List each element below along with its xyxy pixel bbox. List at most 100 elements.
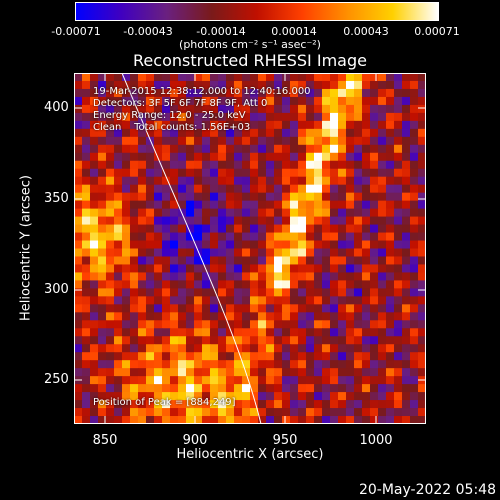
heatmap-cell [370,192,379,202]
heatmap-cell [98,232,107,242]
heatmap-cell [162,416,171,424]
heatmap-cell [282,120,291,130]
heatmap-cell [282,112,291,122]
heatmap-cell [234,168,243,178]
heatmap-cell [410,112,419,122]
heatmap-cell [410,192,419,202]
heatmap-cell [402,312,411,321]
heatmap-cell [386,288,395,297]
heatmap-cell [178,352,187,361]
heatmap-cell [218,88,227,98]
heatmap-cell [306,320,315,329]
heatmap-cell [258,328,267,337]
heatmap-cell [202,408,211,417]
heatmap-cell [170,312,179,321]
heatmap-cell [154,73,163,82]
heatmap-cell [266,296,275,305]
heatmap-cell [258,136,267,146]
heatmap-cell [106,160,115,170]
heatmap-cell [402,240,411,249]
heatmap-cell [146,176,155,186]
heatmap-cell [202,112,211,122]
heatmap-cell [346,272,355,281]
heatmap-cell [82,104,91,114]
heatmap-cell [410,408,419,417]
heatmap-cell [154,384,163,393]
heatmap-cell [330,128,339,138]
heatmap-cell [338,96,347,106]
heatmap-cell [306,208,315,218]
heatmap-cell [202,248,211,257]
heatmap-cell [410,168,419,178]
heatmap-cell [402,232,411,242]
heatmap-cell [274,336,283,345]
heatmap-cell [226,400,235,409]
heatmap-cell [346,392,355,401]
heatmap-cell [186,400,195,409]
heatmap-cell [346,256,355,265]
heatmap-cell [106,392,115,401]
heatmap-cell [242,216,251,226]
heatmap-cell [418,248,426,257]
heatmap-cell [202,160,211,170]
heatmap-cell [234,392,243,401]
heatmap-cell [226,384,235,393]
heatmap-cell [314,144,323,154]
heatmap-cell [282,184,291,194]
heatmap-cell [194,136,203,146]
heatmap-cell [418,96,426,106]
heatmap-cell [106,112,115,122]
heatmap-cell [378,136,387,146]
heatmap-cell [362,112,371,122]
heatmap-cell [234,184,243,194]
heatmap-cell [274,304,283,313]
heatmap-cell [234,208,243,218]
heatmap-cell [370,416,379,424]
heatmap-cell [370,96,379,106]
heatmap-cell [394,136,403,146]
heatmap-cell [186,384,195,393]
heatmap-cell [258,192,267,202]
heatmap-cell [266,160,275,170]
heatmap-cell [162,320,171,329]
heatmap-cell [290,264,299,273]
heatmap-cell [298,176,307,186]
y-axis-label: Heliocentric Y (arcsec) [18,175,34,321]
heatmap-cell [202,392,211,401]
heatmap-cell [290,232,299,242]
heatmap-cell [90,280,99,289]
heatmap-cell [74,232,83,242]
heatmap-cell [314,304,323,313]
heatmap-cell [402,120,411,130]
heatmap-cell [402,360,411,369]
heatmap-cell [114,232,123,242]
heatmap-cell [330,328,339,337]
heatmap-cell [402,280,411,289]
heatmap-cell [322,248,331,257]
heatmap-cell [314,360,323,369]
heatmap-cell [386,208,395,218]
heatmap-cell [122,416,131,424]
heatmap-cell [242,408,251,417]
heatmap-cell [82,320,91,329]
heatmap-cell [226,96,235,106]
heatmap-cell [306,352,315,361]
heatmap-cell [138,328,147,337]
heatmap-cell [82,376,91,385]
heatmap-cell [194,272,203,281]
heatmap-cell [194,280,203,289]
heatmap-cell [210,416,219,424]
heatmap-cell [386,320,395,329]
heatmap-cell [314,392,323,401]
heatmap-cell [202,352,211,361]
heatmap-cell [386,128,395,138]
heatmap-cell [394,312,403,321]
heatmap-cell [362,88,371,98]
heatmap-cell [186,88,195,98]
heatmap-cell [386,256,395,265]
heatmap-cell [394,192,403,202]
heatmap-cell [90,240,99,249]
heatmap-cell [354,408,363,417]
heatmap-cell [170,208,179,218]
heatmap-cell [330,120,339,130]
